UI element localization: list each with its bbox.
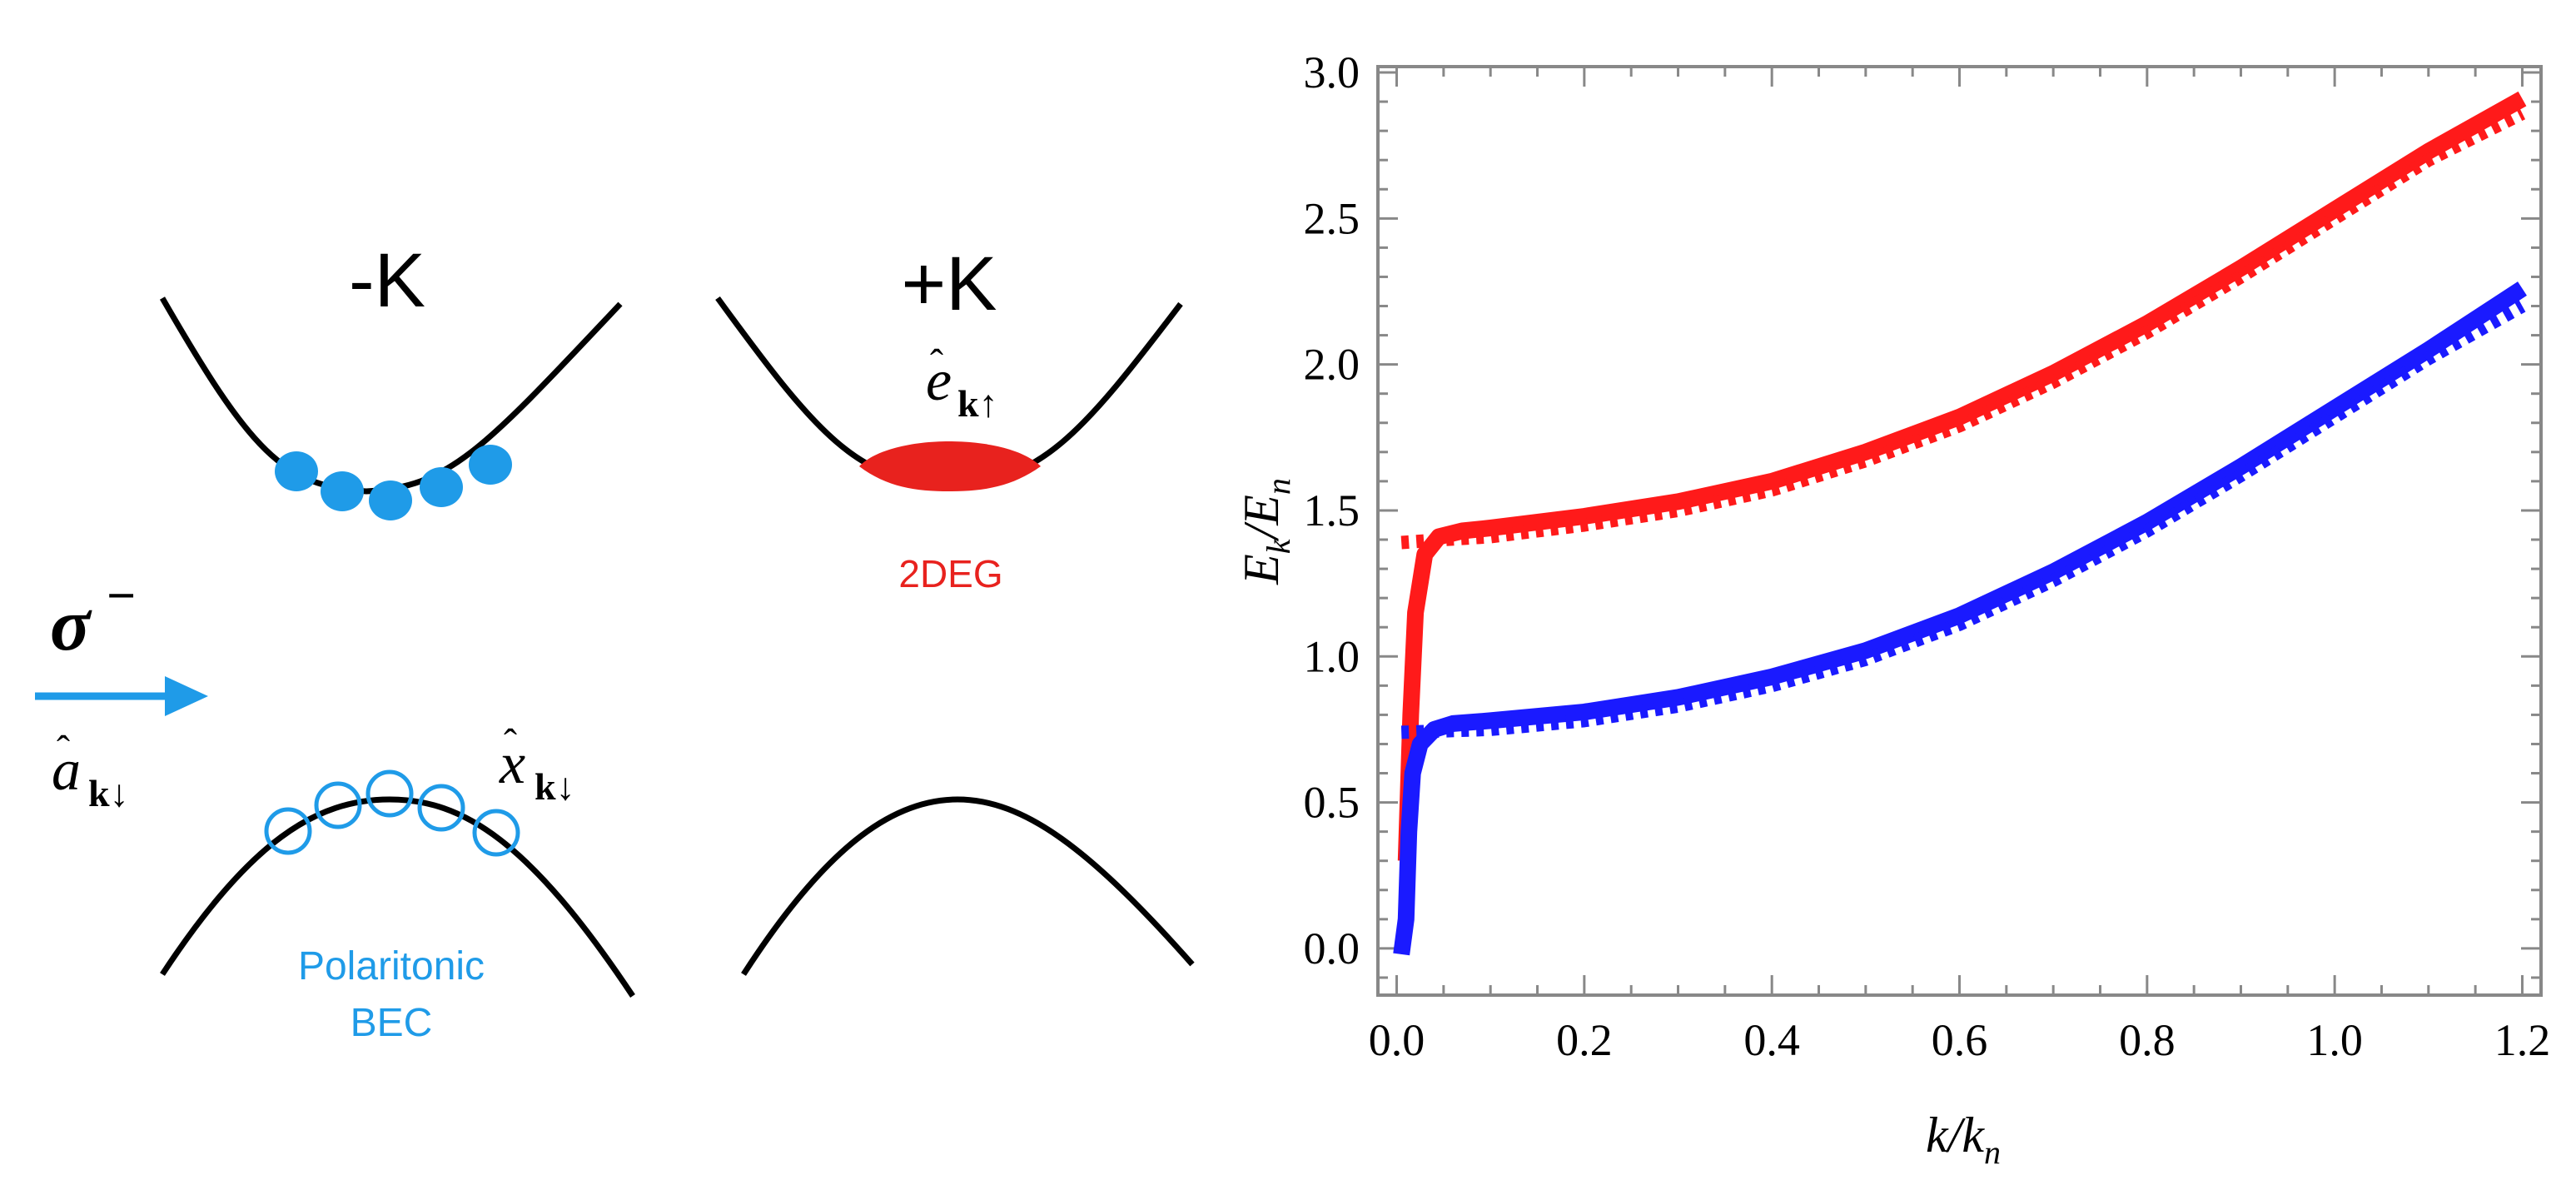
valence-band-minus-k xyxy=(160,796,635,998)
electron-operator-subscript: k↑ xyxy=(957,382,998,425)
exciton-dot xyxy=(369,480,412,520)
valence-band-plus-k xyxy=(741,796,1195,976)
x-axis-label-sub: n xyxy=(1984,1133,2001,1171)
valley-label-minus-k: -K xyxy=(349,238,425,323)
y-tick-label: 0.5 xyxy=(1304,778,1360,828)
hat-accent: ˆ xyxy=(930,341,943,386)
condensate-label-line1: Polaritonic xyxy=(298,944,485,988)
electron-operator-label: e ˆ k↑ xyxy=(926,341,998,425)
exciton-dot xyxy=(275,451,318,491)
hat-accent: ˆ xyxy=(504,721,517,765)
y-tick-label: 2.0 xyxy=(1304,340,1360,390)
condensate-label-line2: BEC xyxy=(351,1001,433,1045)
svg-text:k/kn: k/kn xyxy=(1926,1108,2001,1171)
exciton-operator-label: x ˆ k↓ xyxy=(499,721,575,808)
energy-dispersion-plot: 0.0 0.2 0.4 0.6 0.8 1.0 1.2 0.0 0.5 1.0 1.5 2.0 2.5 3… xyxy=(1234,47,2550,1171)
polariton-circle xyxy=(472,809,520,857)
x-tick-label: 1.0 xyxy=(2306,1015,2363,1065)
exciton-dot xyxy=(469,445,512,485)
y-axis-label-sub1: k xyxy=(1260,538,1297,554)
sigma-symbol: σ xyxy=(50,584,92,666)
x-tick-label: 0.0 xyxy=(1369,1015,1425,1065)
polariton-circle xyxy=(417,784,465,832)
y-axis-label: Ek/En xyxy=(1234,478,1297,585)
axis-ticks: 0.0 0.2 0.4 0.6 0.8 1.0 1.2 0.0 0.5 1.0 1.5 2.0 2.5 3… xyxy=(1304,47,2551,1065)
photon-operator-base: a xyxy=(52,739,81,803)
conduction-band-minus-k xyxy=(159,296,623,495)
series-upper-solid xyxy=(1397,91,2527,862)
hat-accent: ˆ xyxy=(57,728,70,772)
valley-label-plus-k: +K xyxy=(901,241,997,326)
photon-operator-subscript: k↓ xyxy=(88,772,129,814)
y-axis-label-base: E xyxy=(1234,554,1289,585)
exciton-dots xyxy=(275,445,512,520)
sigma-superscript: − xyxy=(107,568,136,625)
x-tick-label: 1.2 xyxy=(2494,1015,2551,1065)
svg-text:Ek/En: Ek/En xyxy=(1234,478,1297,585)
x-axis-label-base2: k xyxy=(1962,1108,1985,1163)
x-axis-label-base: k xyxy=(1926,1108,1949,1163)
y-tick-label: 3.0 xyxy=(1304,47,1360,97)
exciton-operator-subscript: k↓ xyxy=(535,765,575,808)
band-diagram: -K +K e ˆ k↑ 2DEG σ − a ˆ k↓ x ˆ k↓ xyxy=(35,238,1195,1045)
x-tick-label: 0.2 xyxy=(1556,1015,1613,1065)
x-axis-label: k/kn xyxy=(1926,1108,2001,1171)
photon-operator-label: a ˆ k↓ xyxy=(52,728,129,814)
electron-operator-base: e xyxy=(926,349,952,413)
y-axis-label-sub2: n xyxy=(1260,478,1297,495)
x-tick-label: 0.8 xyxy=(2119,1015,2176,1065)
exciton-dot xyxy=(321,471,364,511)
series-upper-dotted xyxy=(1400,107,2526,550)
x-tick-label: 0.6 xyxy=(1932,1015,1988,1065)
y-tick-label: 1.5 xyxy=(1304,485,1360,535)
polariton-circle xyxy=(264,807,312,855)
exciton-dot xyxy=(420,467,463,507)
polarization-label: σ − xyxy=(50,568,136,666)
gas-label-2deg: 2DEG xyxy=(898,552,1002,595)
x-tick-label: 0.4 xyxy=(1743,1015,1800,1065)
polariton-circle xyxy=(366,769,414,818)
y-axis-label-base2: E xyxy=(1234,495,1289,526)
y-tick-label: 0.0 xyxy=(1304,924,1360,973)
electron-fermi-sea xyxy=(859,441,1041,491)
y-tick-label: 1.0 xyxy=(1304,631,1360,681)
y-tick-label: 2.5 xyxy=(1304,193,1360,243)
polariton-circle xyxy=(314,781,362,829)
incident-light-arrow xyxy=(35,676,208,716)
data-series xyxy=(1393,91,2527,956)
series-lower-solid xyxy=(1393,281,2527,956)
polariton-circles xyxy=(264,769,520,857)
exciton-operator-base: x xyxy=(499,732,525,796)
